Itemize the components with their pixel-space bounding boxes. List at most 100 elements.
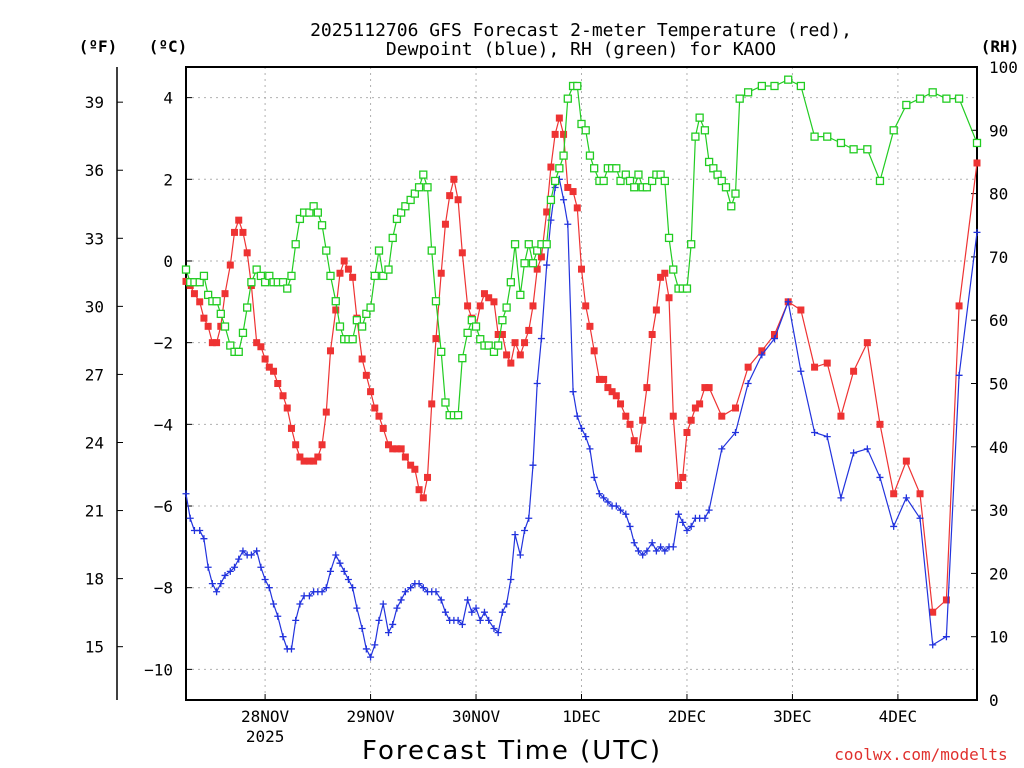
rh-unit-label: (RH) — [981, 37, 1020, 56]
dewpoint-point — [929, 641, 937, 649]
rh-point — [743, 88, 753, 97]
rh-point — [559, 151, 568, 160]
rh-point — [384, 265, 393, 274]
temperature-point — [503, 351, 511, 359]
dewpoint-point — [771, 335, 779, 343]
dewpoint-point — [837, 494, 845, 502]
fahrenheit-tick-label: 18 — [85, 570, 104, 589]
rh-tick-label: 90 — [989, 121, 1008, 140]
rh-point — [928, 88, 937, 97]
dewpoint-point — [622, 510, 630, 518]
temperature-point — [432, 335, 440, 343]
temperature-point — [362, 371, 370, 379]
temperature-point — [454, 196, 462, 204]
temperature-point — [182, 277, 190, 285]
dewpoint-point — [890, 522, 898, 530]
dewpoint-point — [718, 445, 726, 453]
temperature-point — [521, 339, 529, 347]
rh-point — [902, 100, 911, 110]
dewpoint-point — [560, 196, 568, 204]
temperature-point — [586, 322, 594, 330]
rh-point — [563, 94, 572, 103]
temperature-point — [441, 220, 449, 228]
dewpoint-point — [344, 576, 352, 584]
temperature-point — [582, 302, 590, 310]
rh-point — [520, 259, 529, 268]
chart-title-line-1: 2025112706 GFS Forecast 2-meter Temperat… — [310, 20, 852, 41]
dewpoint-point — [675, 510, 683, 518]
temperature-point — [464, 302, 472, 310]
rh-point — [542, 240, 551, 249]
dewpoint-point — [669, 543, 677, 551]
rh-point — [348, 335, 357, 344]
rh-point — [463, 328, 472, 338]
rh-point — [577, 119, 586, 129]
temperature-point — [261, 355, 269, 363]
rh-point — [309, 202, 318, 211]
dewpoint-point — [397, 596, 405, 604]
temperature-point — [547, 163, 555, 171]
rh-point — [524, 240, 533, 249]
rh-point — [713, 170, 722, 179]
temperature-point — [279, 392, 287, 400]
temperature-point — [560, 130, 568, 138]
rh-tick-label: 20 — [989, 564, 1008, 583]
temperature-point — [731, 404, 739, 412]
temperature-point — [604, 384, 612, 392]
temperature-point — [608, 388, 616, 396]
dewpoint-point — [573, 412, 581, 420]
temperature-point — [701, 384, 709, 392]
rh-point — [691, 132, 700, 141]
temperature-point — [336, 269, 344, 277]
dewpoint-point — [973, 228, 981, 236]
rh-point — [388, 233, 397, 243]
temperature-point — [511, 339, 519, 347]
rh-point — [590, 164, 599, 173]
rh-point — [648, 176, 657, 186]
dewpoint-point — [494, 629, 502, 637]
temperature-point — [555, 114, 563, 122]
dewpoint-point — [432, 588, 440, 596]
dewpoint-point — [279, 633, 287, 641]
dewpoint-point — [537, 335, 545, 343]
rh-point — [700, 126, 710, 135]
dewpoint-point — [480, 608, 488, 616]
temperature-point — [419, 494, 427, 502]
rh-point — [370, 271, 379, 281]
dewpoint-point — [797, 367, 805, 375]
temperature-point — [305, 457, 313, 465]
rh-point — [954, 94, 964, 103]
rh-point — [875, 176, 885, 186]
temperature-point — [675, 482, 683, 490]
dewpoint-point — [441, 608, 449, 616]
rh-point — [972, 138, 982, 148]
rh-tick-label: 10 — [989, 628, 1008, 647]
dewpoint-point — [358, 625, 366, 633]
rh-point — [784, 75, 793, 84]
fahrenheit-unit-label: (ºF) — [79, 37, 118, 56]
dewpoint-point — [336, 559, 344, 567]
dewpoint-point — [498, 608, 506, 616]
temperature-point — [578, 265, 585, 273]
temperature-point — [243, 249, 251, 257]
plot-frame — [185, 66, 978, 701]
temperature-point — [253, 339, 261, 347]
rh-tick-label: 60 — [989, 311, 1008, 330]
rh-tick-label: 50 — [989, 375, 1008, 394]
dewpoint-point — [257, 563, 265, 571]
temperature-point — [525, 326, 533, 334]
dewpoint-point — [472, 604, 480, 612]
rh-point — [362, 309, 371, 319]
temperature-point — [217, 322, 225, 330]
rh-tick-label: 40 — [989, 438, 1008, 457]
rh-point — [283, 284, 292, 293]
temperature-point — [657, 273, 665, 281]
dewpoint-point — [389, 620, 397, 628]
rh-point — [401, 202, 410, 211]
temperature-point — [929, 608, 937, 616]
temperature-point — [718, 412, 726, 420]
dewpoint-point — [701, 514, 709, 522]
temperature-point — [257, 343, 265, 351]
temperature-point — [687, 416, 695, 424]
